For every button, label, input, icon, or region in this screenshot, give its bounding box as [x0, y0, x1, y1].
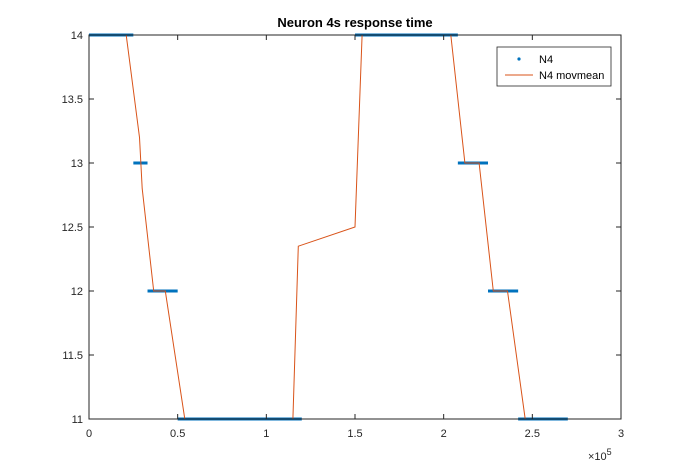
x-tick-label-0: 0	[86, 428, 92, 440]
movmean-line	[89, 34, 526, 420]
x-tick-label-4: 2	[441, 428, 447, 440]
legend-label-0: N4	[539, 54, 553, 66]
legend: N4 N4 movmean	[496, 46, 612, 87]
x-tick-label-6: 3	[618, 428, 624, 440]
y-tick-label-2: 12	[71, 286, 83, 298]
x-tick-label-2: 1	[263, 428, 269, 440]
y-tick-label-1: 11.5	[62, 350, 83, 362]
series-1	[89, 34, 526, 420]
legend-box	[496, 46, 612, 87]
y-tick-label-6: 14	[71, 30, 83, 42]
y-tick-label-4: 13	[71, 158, 83, 170]
y-tick-label-5: 13.5	[62, 94, 83, 106]
y-tick-label-3: 12.5	[62, 222, 83, 234]
x-tick-label-3: 1.5	[347, 428, 362, 440]
legend-entries: N4 N4 movmean	[505, 54, 604, 82]
x-exponent-label: ×105	[588, 447, 612, 463]
legend-label-1: N4 movmean	[539, 70, 604, 82]
x-tick-label-5: 2.5	[525, 428, 540, 440]
y-tick-label-0: 11	[72, 414, 83, 426]
x-tick-label-1: 0.5	[170, 428, 185, 440]
legend-marker-0	[517, 57, 521, 61]
chart-title: Neuron 4s response time	[277, 15, 432, 30]
x-exponent-base: ×10	[588, 451, 607, 463]
x-exponent-power: 5	[607, 447, 612, 457]
